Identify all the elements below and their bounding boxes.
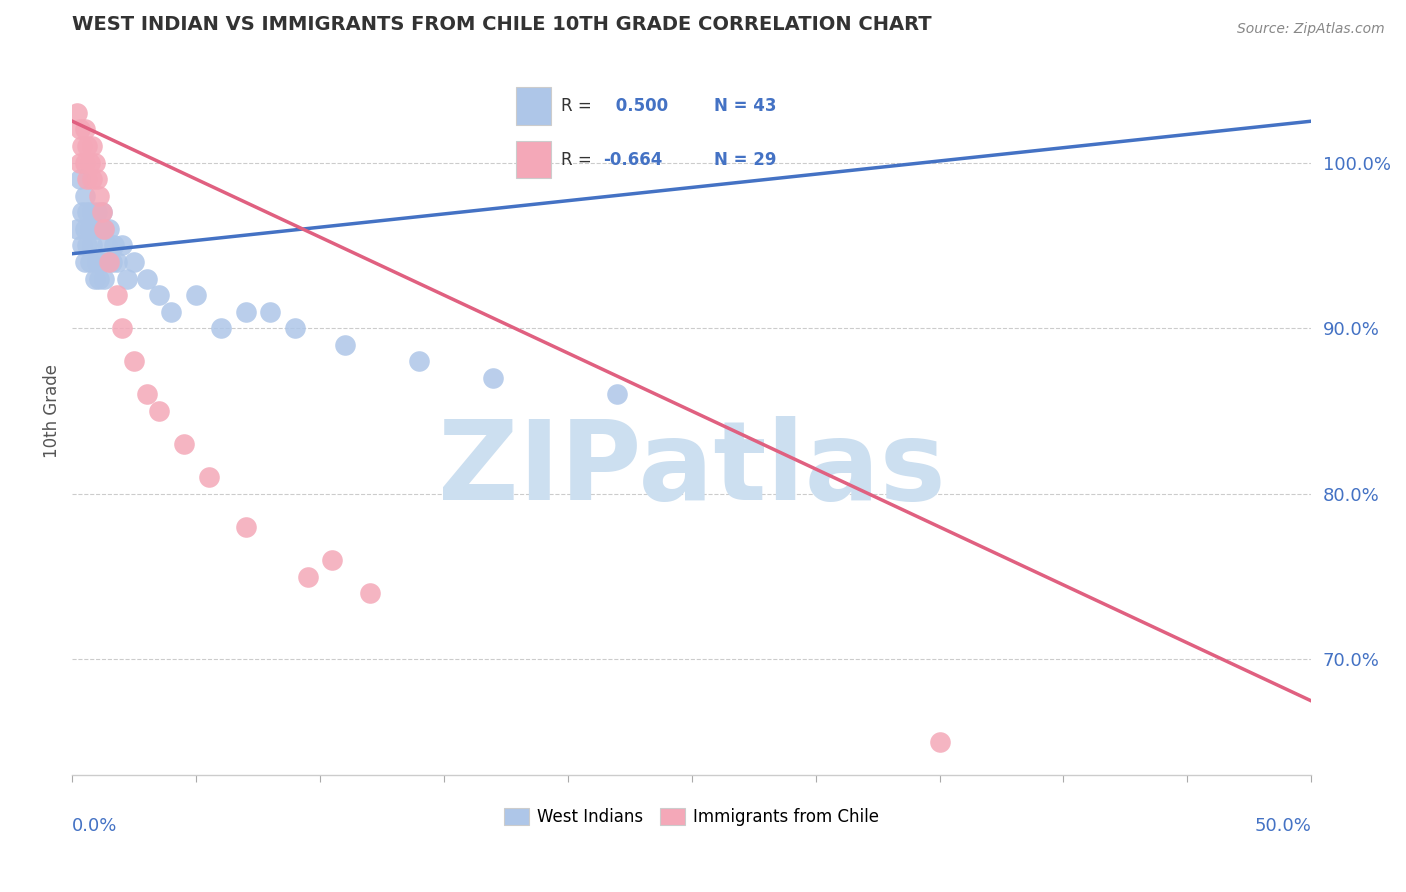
Point bbox=[122, 255, 145, 269]
Point bbox=[105, 255, 128, 269]
Point bbox=[89, 222, 111, 236]
Point bbox=[173, 437, 195, 451]
Point bbox=[80, 172, 103, 186]
Point bbox=[76, 205, 98, 219]
Point bbox=[284, 321, 307, 335]
Point bbox=[333, 338, 356, 352]
Point bbox=[91, 255, 114, 269]
Point bbox=[79, 155, 101, 169]
Point bbox=[80, 238, 103, 252]
Point bbox=[482, 371, 505, 385]
Point bbox=[69, 122, 91, 136]
Point bbox=[148, 288, 170, 302]
Point bbox=[135, 271, 157, 285]
Point bbox=[83, 222, 105, 236]
Point bbox=[89, 271, 111, 285]
Point bbox=[297, 569, 319, 583]
Point bbox=[111, 238, 134, 252]
Point bbox=[606, 387, 628, 401]
Point bbox=[115, 271, 138, 285]
Point bbox=[70, 139, 93, 153]
Point bbox=[83, 271, 105, 285]
Point bbox=[79, 222, 101, 236]
Point bbox=[73, 155, 96, 169]
Point bbox=[70, 205, 93, 219]
Point bbox=[66, 222, 89, 236]
Point bbox=[103, 238, 125, 252]
Point bbox=[70, 238, 93, 252]
Point bbox=[80, 139, 103, 153]
Point bbox=[69, 155, 91, 169]
Point bbox=[73, 222, 96, 236]
Point bbox=[89, 188, 111, 202]
Point bbox=[928, 735, 950, 749]
Point bbox=[408, 354, 430, 368]
Point bbox=[98, 222, 121, 236]
Text: 0.0%: 0.0% bbox=[72, 817, 118, 835]
Point bbox=[69, 172, 91, 186]
Point bbox=[73, 188, 96, 202]
Point bbox=[321, 553, 343, 567]
Point bbox=[235, 520, 257, 534]
Point bbox=[209, 321, 232, 335]
Text: ZIPatlas: ZIPatlas bbox=[437, 416, 946, 523]
Point bbox=[160, 304, 183, 318]
Point bbox=[93, 222, 115, 236]
Point bbox=[76, 172, 98, 186]
Text: Source: ZipAtlas.com: Source: ZipAtlas.com bbox=[1237, 22, 1385, 37]
Text: 50.0%: 50.0% bbox=[1254, 817, 1312, 835]
Point bbox=[135, 387, 157, 401]
Point bbox=[73, 255, 96, 269]
Point bbox=[76, 238, 98, 252]
Point bbox=[122, 354, 145, 368]
Point bbox=[86, 205, 108, 219]
Point bbox=[111, 321, 134, 335]
Point bbox=[184, 288, 207, 302]
Point bbox=[105, 288, 128, 302]
Point bbox=[86, 255, 108, 269]
Point bbox=[101, 255, 124, 269]
Point bbox=[83, 155, 105, 169]
Point bbox=[96, 238, 118, 252]
Point bbox=[197, 470, 219, 484]
Legend: West Indians, Immigrants from Chile: West Indians, Immigrants from Chile bbox=[498, 801, 886, 832]
Point bbox=[235, 304, 257, 318]
Y-axis label: 10th Grade: 10th Grade bbox=[44, 364, 60, 458]
Point bbox=[86, 172, 108, 186]
Point bbox=[79, 255, 101, 269]
Point bbox=[91, 205, 114, 219]
Point bbox=[91, 205, 114, 219]
Point bbox=[76, 139, 98, 153]
Point bbox=[359, 586, 381, 600]
Point bbox=[98, 255, 121, 269]
Text: WEST INDIAN VS IMMIGRANTS FROM CHILE 10TH GRADE CORRELATION CHART: WEST INDIAN VS IMMIGRANTS FROM CHILE 10T… bbox=[72, 15, 932, 34]
Point bbox=[148, 404, 170, 418]
Point bbox=[66, 106, 89, 120]
Point bbox=[80, 205, 103, 219]
Point bbox=[73, 122, 96, 136]
Point bbox=[93, 222, 115, 236]
Point bbox=[93, 271, 115, 285]
Point bbox=[259, 304, 281, 318]
